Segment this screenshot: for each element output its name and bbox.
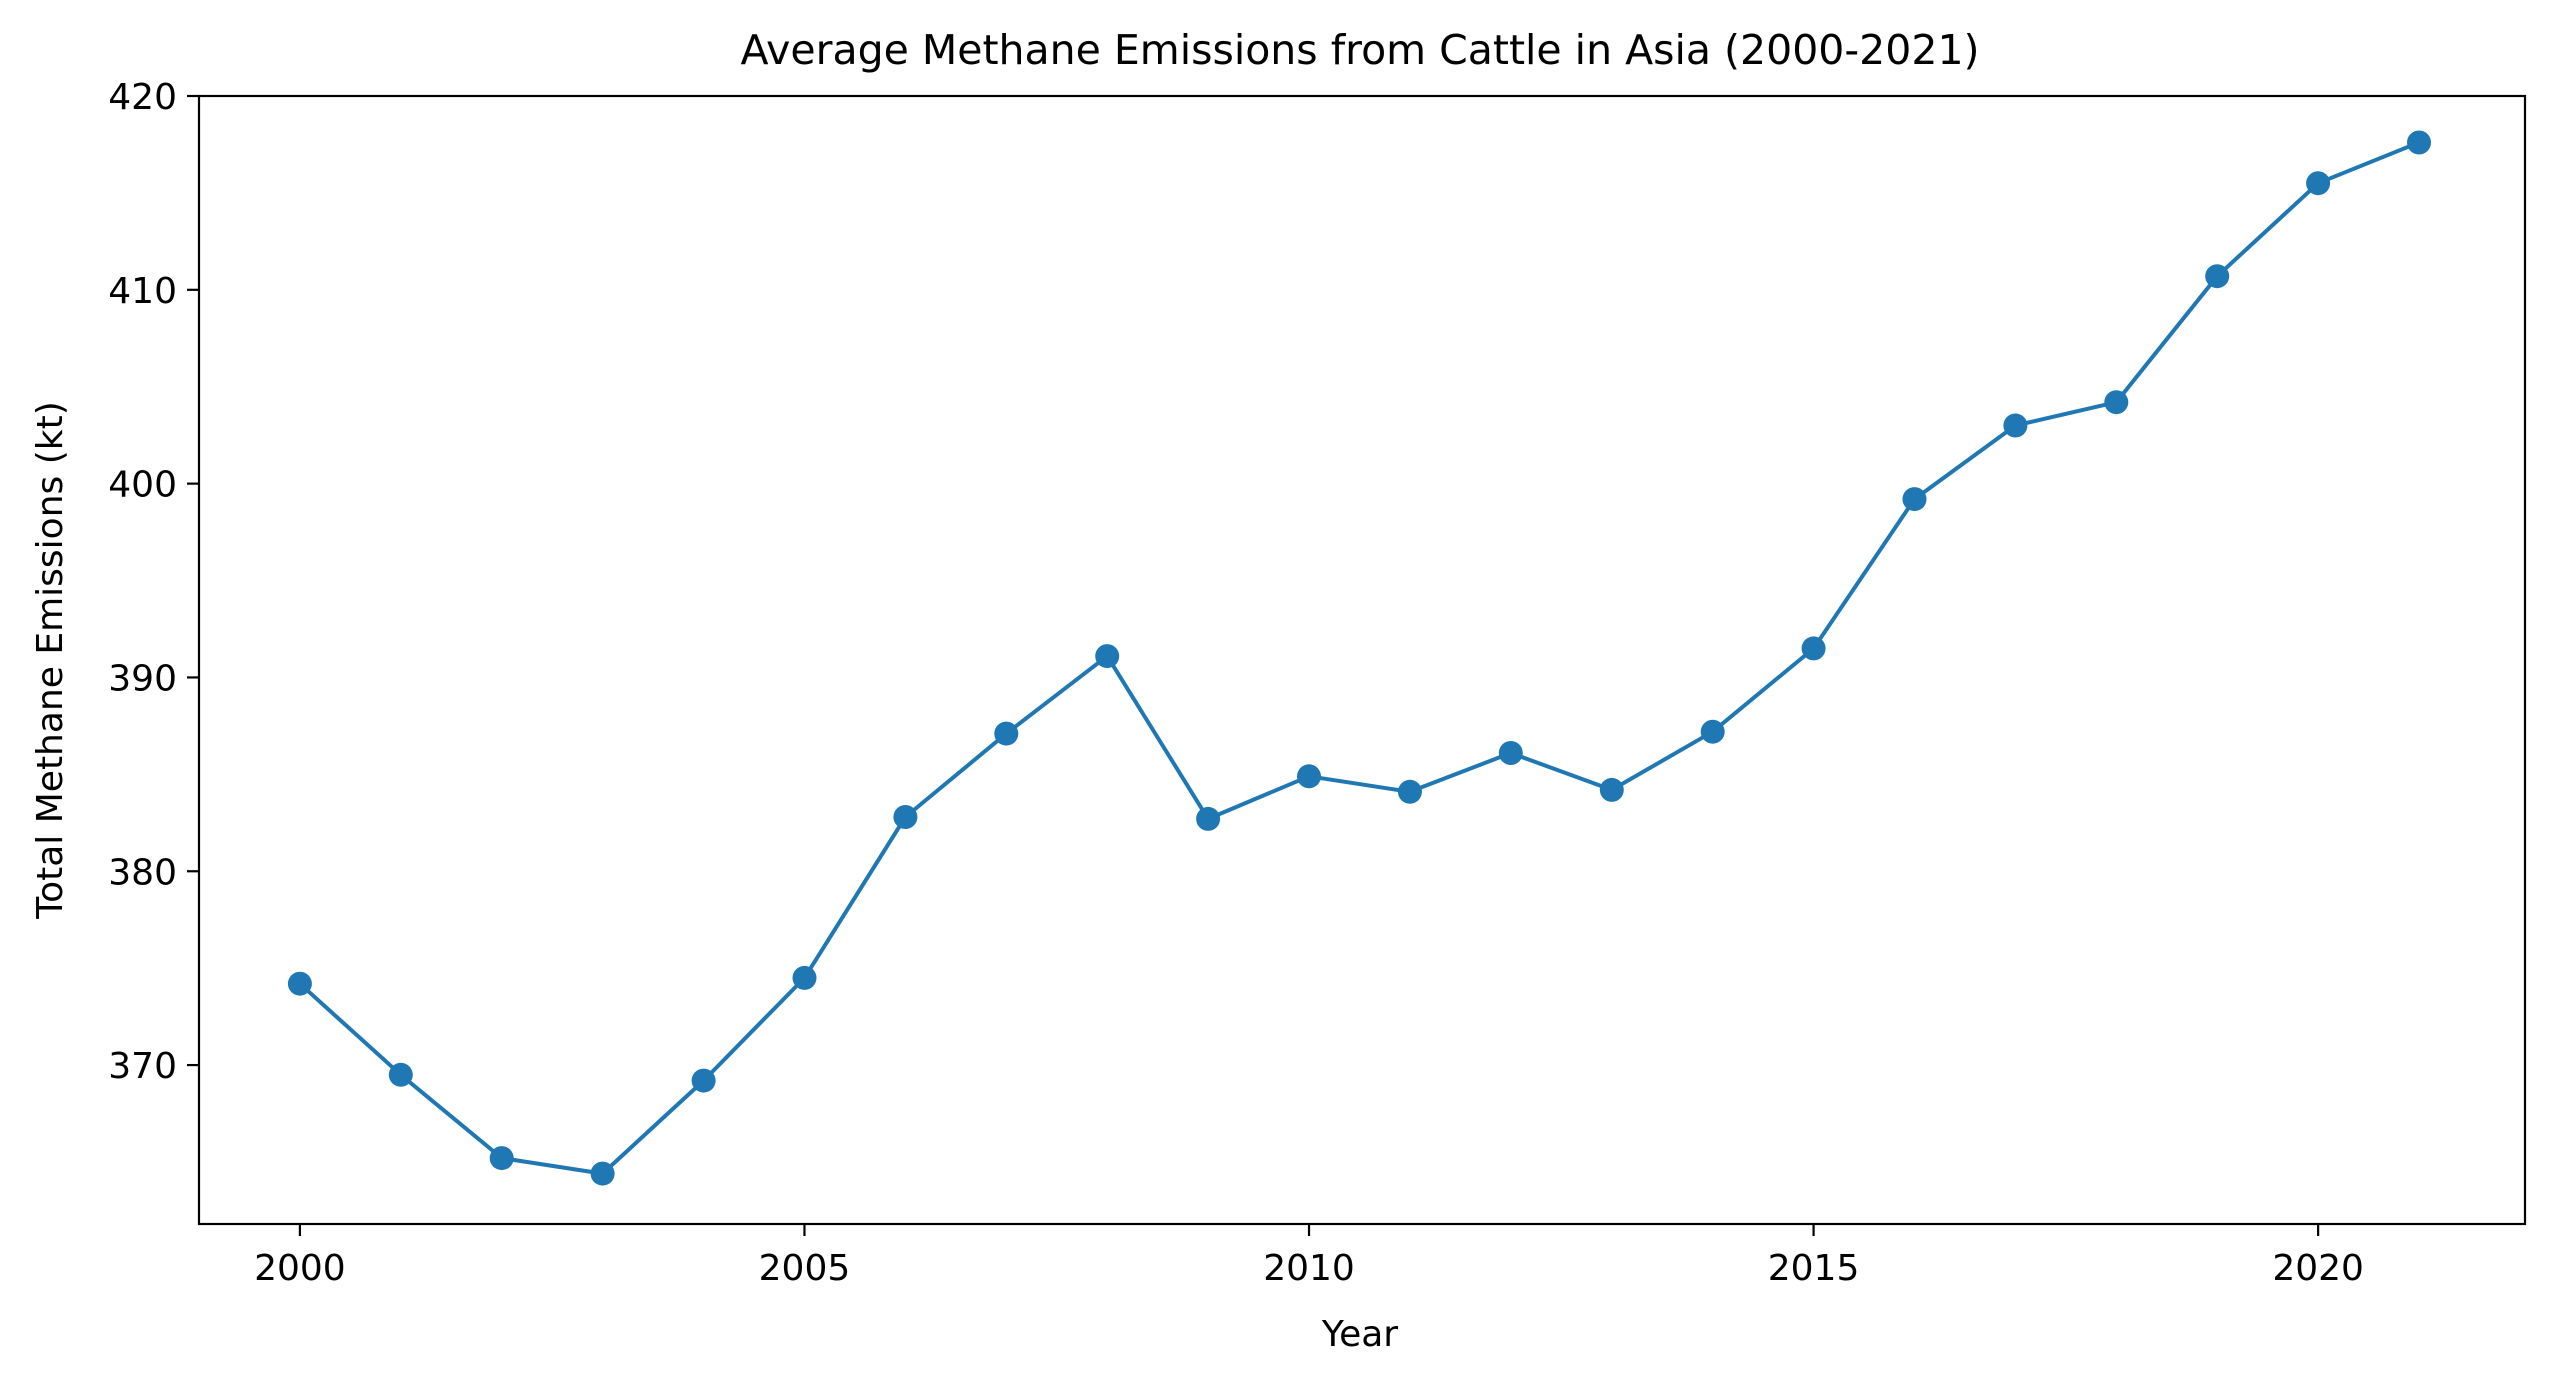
data-point bbox=[489, 1146, 514, 1171]
x-axis-ticks: 2000 2005 2010 2015 2020 bbox=[254, 1224, 2364, 1289]
y-tick-label: 400 bbox=[108, 465, 177, 506]
x-tick-label: 2020 bbox=[2272, 1248, 2364, 1289]
y-tick-label: 410 bbox=[108, 271, 177, 312]
data-point bbox=[2104, 390, 2129, 415]
data-point bbox=[1700, 719, 1725, 744]
y-tick-label: 390 bbox=[108, 658, 177, 699]
chart-title: Average Methane Emissions from Cattle in… bbox=[740, 26, 1979, 74]
data-point bbox=[2205, 264, 2230, 289]
y-axis-ticks: 370 380 390 400 410 420 bbox=[108, 77, 199, 1087]
y-axis-label: Total Methane Emissions (kt) bbox=[30, 401, 71, 920]
data-point bbox=[1902, 487, 1927, 512]
x-tick-label: 2010 bbox=[1263, 1248, 1355, 1289]
series-line bbox=[297, 140, 2421, 1176]
data-point bbox=[2003, 413, 2028, 438]
y-tick-label: 380 bbox=[108, 852, 177, 893]
x-axis-label: Year bbox=[1321, 1314, 1398, 1355]
data-point bbox=[1397, 779, 1422, 804]
plot-frame bbox=[197, 94, 2527, 1226]
data-point bbox=[2407, 130, 2431, 155]
data-point bbox=[1599, 777, 1624, 802]
x-tick-label: 2005 bbox=[759, 1248, 851, 1289]
series-layer bbox=[287, 130, 2431, 1186]
x-tick-label: 2015 bbox=[1768, 1248, 1860, 1289]
data-point bbox=[1801, 636, 1826, 661]
y-tick-label: 420 bbox=[108, 77, 177, 118]
data-point bbox=[792, 965, 817, 990]
data-point bbox=[287, 971, 312, 996]
data-point bbox=[590, 1161, 615, 1186]
data-point bbox=[1297, 764, 1321, 789]
data-point bbox=[388, 1062, 413, 1087]
data-point bbox=[994, 721, 1019, 746]
data-point bbox=[691, 1068, 716, 1093]
data-point bbox=[893, 805, 918, 829]
data-point bbox=[1498, 741, 1523, 765]
data-point bbox=[1196, 806, 1221, 831]
data-point bbox=[2306, 171, 2331, 196]
x-tick-label: 2000 bbox=[254, 1248, 346, 1289]
data-point bbox=[1095, 644, 1120, 669]
y-tick-label: 370 bbox=[108, 1046, 177, 1087]
